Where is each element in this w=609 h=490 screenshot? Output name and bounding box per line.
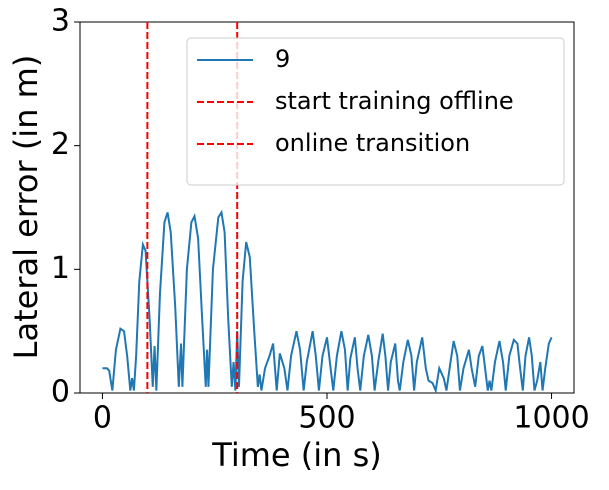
x-tick-label: 500 [298,401,355,436]
y-axis-label: Lateral error (in m) [7,55,45,360]
legend-label: 9 [275,45,290,73]
x-tick-label: 1000 [513,401,589,436]
y-tick-label: 3 [51,4,70,39]
legend-label: start training offline [275,87,514,115]
data-line [102,209,553,395]
x-tick-label: 0 [93,401,112,436]
y-tick-label: 1 [51,251,70,286]
legend: 9 start training offline online transition [186,37,565,186]
y-tick-label: 0 [51,375,70,410]
y-tick-label: 2 [51,127,70,162]
legend-box [186,37,565,186]
legend-label: online transition [275,129,470,157]
x-axis-label: Time (in s) [211,436,381,474]
